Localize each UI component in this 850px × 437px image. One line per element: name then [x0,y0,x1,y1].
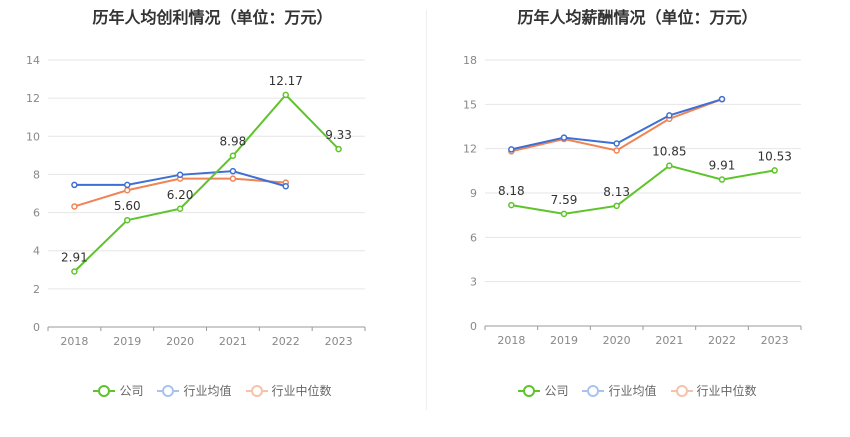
data-label: 6.20 [167,188,194,202]
salary-line-chart: 0 3 6 9 12 15 18 2018 2019 2020 2021 2022 2023 8.18 7.… [463,54,802,347]
data-label: 9.91 [709,159,736,173]
profit-line-chart: 0 2 4 6 8 10 12 14 2018 2019 2020 2021 2022 2023 2.91 5… [26,54,366,348]
legend-item-industry-median[interactable]: 行业中位数 [670,382,757,399]
x-tick-label: 2023 [325,335,353,348]
data-label: 8.18 [498,184,525,198]
x-tick-label: 2022 [708,334,736,347]
x-tick-label: 2020 [166,335,194,348]
data-point[interactable] [666,162,673,169]
legend-item-industry-mean[interactable]: 行业均值 [157,382,232,399]
data-point[interactable] [560,210,568,218]
data-point[interactable] [71,203,78,210]
data-label: 8.13 [603,185,630,199]
x-tick-label: 2021 [655,334,683,347]
data-point[interactable] [124,187,131,194]
y-tick-label: 8 [33,168,40,181]
y-tick-label: 6 [470,231,477,244]
y-tick-label: 18 [463,54,477,67]
x-tick-label: 2018 [497,334,525,347]
data-point[interactable] [229,175,237,182]
data-point[interactable] [718,176,726,183]
x-tick-label: 2019 [550,334,578,347]
legend-label: 行业均值 [608,384,657,398]
y-tick-label: 14 [26,54,40,67]
legend-label: 行业中位数 [271,384,332,398]
data-label: 5.60 [114,199,141,213]
chart-panel-salary: 历年人均薪酬情况（单位：万元） 0 3 6 9 12 15 18 2018 2019 2020 20… [425,0,850,437]
legend-label: 公司 [119,384,144,398]
y-tick-label: 10 [26,130,40,143]
legend-marker-icon [157,384,180,398]
data-point[interactable] [229,167,237,175]
data-point[interactable] [124,181,131,189]
y-tick-label: 2 [33,283,40,296]
series-line [73,93,340,273]
data-label: 9.33 [325,128,352,142]
data-point[interactable] [229,152,237,159]
y-tick-label: 15 [463,98,477,111]
data-point[interactable] [718,95,726,103]
x-tick-label: 2022 [272,335,300,348]
legend-label: 公司 [544,384,569,398]
legend-marker-icon [93,384,116,398]
data-label: 7.59 [551,193,578,207]
y-tick-label: 12 [463,143,477,156]
data-point[interactable] [560,134,568,141]
data-point[interactable] [613,202,620,210]
legend-marker-icon [245,384,268,398]
data-point[interactable] [613,140,620,147]
data-point[interactable] [508,201,515,209]
y-tick-label: 6 [33,207,40,220]
chart-title-salary: 历年人均薪酬情况（单位：万元） [517,8,758,27]
legend-marker-icon [518,384,541,398]
x-tick-label: 2019 [113,335,141,348]
data-label: 10.53 [757,149,791,163]
data-point[interactable] [508,146,515,153]
data-label: 10.85 [652,145,686,159]
data-point[interactable] [666,112,673,119]
x-tick-label: 2020 [603,334,631,347]
x-tick-label: 2023 [761,334,789,347]
data-point[interactable] [124,216,131,224]
legend-profit: 公司 行业均值 行业中位数 [0,382,425,399]
legend-item-company[interactable]: 公司 [93,382,143,399]
legend-item-industry-median[interactable]: 行业中位数 [245,382,332,399]
data-point[interactable] [771,167,778,174]
chart-title-profit: 历年人均创利情况（单位：万元） [92,8,333,27]
data-point[interactable] [335,145,342,153]
data-label: 2.91 [61,251,88,265]
data-point[interactable] [71,181,78,189]
legend-salary: 公司 行业均值 行业中位数 [425,382,850,399]
x-tick-label: 2021 [219,335,247,348]
chart-panel-profit: 历年人均创利情况（单位：万元） 0 2 4 6 8 10 12 14 2018 2019 2020 2… [0,8,425,399]
series-line [511,164,775,215]
y-tick-label: 9 [470,187,477,200]
legend-label: 行业中位数 [696,384,757,398]
legend-marker-icon [582,384,605,398]
y-tick-label: 4 [33,245,40,258]
data-point[interactable] [176,171,184,179]
data-point[interactable] [71,268,78,275]
y-tick-label: 0 [33,321,40,334]
y-tick-label: 3 [470,276,477,289]
y-tick-label: 12 [26,92,40,105]
legend-item-industry-mean[interactable]: 行业均值 [582,382,657,399]
data-label: 8.98 [220,135,247,149]
y-tick-label: 0 [470,320,477,333]
legend-label: 行业均值 [183,384,232,398]
panel-divider [426,10,427,410]
data-point[interactable] [613,147,620,154]
data-point[interactable] [282,91,289,99]
data-point[interactable] [176,205,184,213]
data-point[interactable] [282,183,289,190]
x-tick-label: 2018 [60,335,88,348]
legend-item-company[interactable]: 公司 [518,382,568,399]
data-label: 12.17 [269,74,303,88]
legend-marker-icon [670,384,693,398]
